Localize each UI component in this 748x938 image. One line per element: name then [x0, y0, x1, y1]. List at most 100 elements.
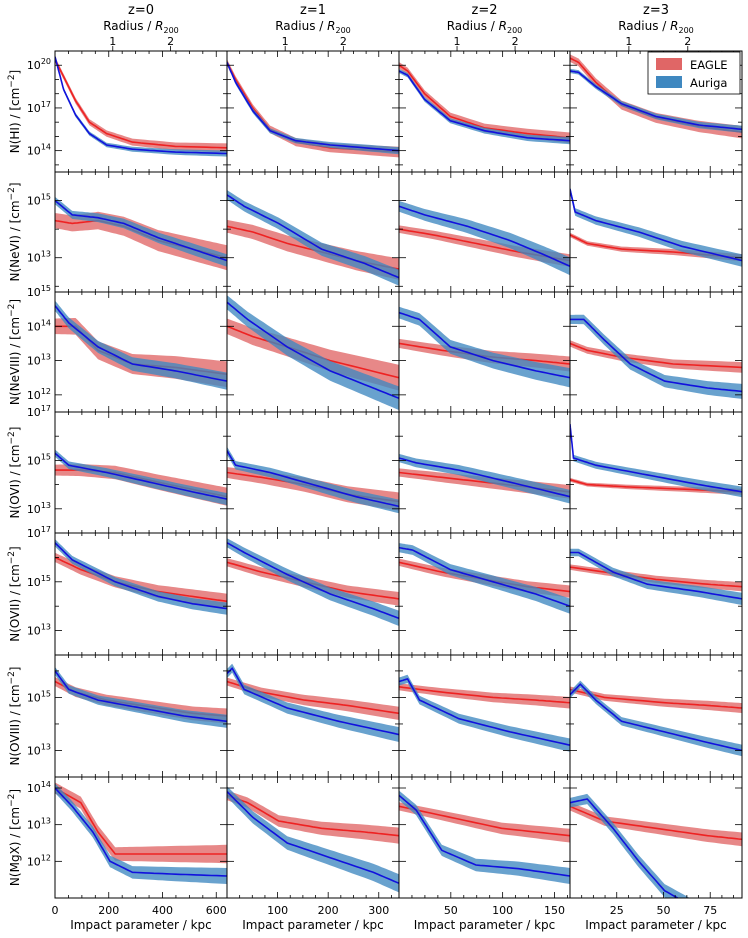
auriga-series-line [570, 683, 742, 752]
auriga-series-band [399, 674, 570, 752]
auriga-series-line [227, 791, 399, 885]
panel-r5-c3 [569, 654, 743, 778]
panel-plot [227, 538, 399, 626]
top-tick-label: 1 [109, 35, 116, 48]
y-tick-label: 1015 [27, 574, 51, 589]
panel-r3-c3 [569, 411, 743, 534]
panel-r2-c2 [398, 291, 571, 413]
legend-swatch-auriga [656, 76, 682, 88]
eagle-series-band [399, 802, 570, 843]
panel-plot [55, 300, 227, 390]
eagle-series-line [399, 805, 570, 837]
panel-plot [227, 663, 399, 742]
x-tick-label: 100 [492, 904, 513, 917]
auriga-series-line [227, 450, 399, 508]
auriga-series-band [570, 793, 690, 898]
y-tick-label: 1013 [27, 817, 51, 832]
auriga-series-band [55, 539, 227, 615]
eagle-series-line [227, 794, 399, 837]
panel-plot [399, 453, 570, 504]
panel-frame [398, 50, 571, 173]
auriga-series-line [399, 677, 570, 746]
y-tick-label: 1017 [27, 525, 51, 540]
y-axis-label: N(OVIII) / [cm−2] [7, 666, 22, 765]
y-tick-label: 1013 [27, 742, 51, 757]
eagle-series-line [399, 64, 570, 139]
x-tick-label: 200 [98, 904, 119, 917]
auriga-series-band [55, 666, 227, 728]
auriga-series-line [570, 551, 742, 600]
panel-plot [55, 539, 227, 615]
panel-r5-c1 [226, 654, 400, 778]
y-axis-label: N(NeVIII) / [cm−2] [7, 299, 22, 405]
x-tick-label: 100 [267, 904, 288, 917]
auriga-series-line [399, 205, 570, 268]
panel-plot [570, 793, 742, 898]
panel-plot [570, 54, 742, 139]
auriga-series-band [227, 663, 399, 742]
auriga-series-line [55, 452, 227, 500]
top-tick-label: 1 [282, 35, 289, 48]
panel-plot [399, 200, 570, 276]
top-axis-label: Radius / R200 [447, 19, 523, 35]
panel-r1-c2 [398, 171, 571, 293]
eagle-series-band [227, 790, 399, 844]
eagle-series-line [570, 805, 742, 841]
auriga-series-band [570, 68, 742, 133]
y-tick-label: 1014 [27, 318, 51, 333]
panel-plot [55, 666, 227, 728]
auriga-series-band [55, 196, 227, 267]
panel-plot [55, 54, 227, 157]
x-axis-label: Impact parameter / kpc [414, 918, 556, 932]
eagle-series-band [55, 56, 227, 153]
eagle-series-band [570, 477, 742, 495]
auriga-series-band [399, 306, 570, 388]
y-tick-label: 1012 [27, 853, 51, 868]
x-tick-label: 50 [444, 904, 458, 917]
panel-frame [398, 654, 571, 778]
y-axis-label: N(NeVI) / [cm−2] [7, 182, 22, 281]
legend: EAGLE Auriga [647, 51, 741, 95]
panel-r6-c0: 1012 1013 1014 N(MgX) / [cm−2] 0 200 400 600Imp… [7, 776, 228, 932]
panel-plot [399, 62, 570, 145]
auriga-series-line [399, 457, 570, 498]
panel-r3-c0: 1013 1015 1017 N(OVI) / [cm−2] [7, 404, 228, 534]
top-axis-label: Radius / R200 [618, 19, 694, 35]
column-title: z=2 [472, 3, 498, 18]
panel-r1-c0: 1013 1015 N(NeVI) / [cm−2] [7, 171, 228, 293]
y-tick-label: 1015 [27, 452, 51, 467]
auriga-series-line [570, 188, 742, 262]
y-tick-label: 1012 [27, 387, 51, 402]
panel-r3-c1 [226, 411, 400, 534]
legend-swatch-eagle [656, 58, 682, 70]
x-tick-label: 150 [544, 904, 565, 917]
panel-plot [227, 295, 399, 411]
top-tick-label: 1 [625, 35, 632, 48]
y-tick-label: 1017 [27, 404, 51, 419]
panel-plot [399, 306, 570, 388]
auriga-series-line [55, 199, 227, 262]
panel-plot [55, 196, 227, 271]
auriga-series-line [55, 787, 227, 877]
panel-r4-c2 [398, 532, 571, 656]
x-tick-label: 400 [152, 904, 173, 917]
y-tick-label: 1015 [27, 193, 51, 208]
y-tick-label: 1013 [27, 250, 51, 265]
eagle-series-band [399, 62, 570, 144]
y-axis-label: N(OVI) / [cm−2] [7, 427, 22, 519]
auriga-series-band [55, 300, 227, 390]
panel-plot [227, 59, 399, 158]
panel-frame [569, 776, 743, 899]
auriga-series-line [399, 794, 570, 877]
eagle-series-band [399, 225, 570, 267]
y-tick-label: 1017 [27, 100, 51, 115]
eagle-series-band [55, 782, 227, 864]
auriga-series-line [227, 62, 399, 152]
auriga-series-line [570, 424, 742, 493]
auriga-series-line [227, 301, 399, 400]
top-axis-label: Radius / R200 [103, 19, 179, 35]
